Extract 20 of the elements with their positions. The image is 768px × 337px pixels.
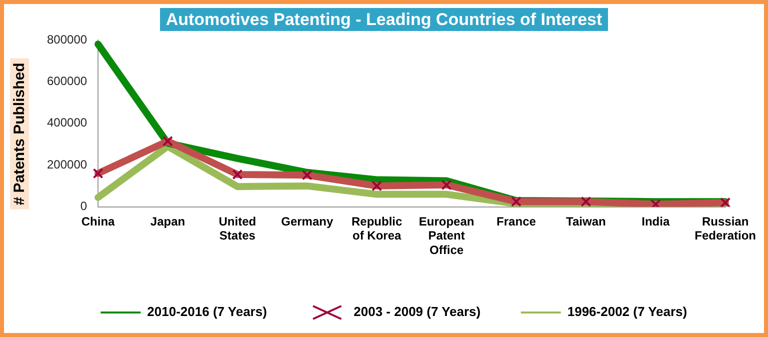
x-tick-label: India — [642, 214, 670, 228]
x-tick-label: Republic of Korea — [352, 214, 402, 243]
legend-label: 1996-2002 (7 Years) — [567, 304, 688, 320]
x-tick-label: France — [496, 214, 536, 228]
y-tick-label: 600000 — [46, 74, 88, 88]
x-tick-label: China — [81, 214, 116, 228]
y-tick-label: 200000 — [46, 157, 88, 172]
y-tick-label: 800000 — [46, 32, 88, 46]
chart-title: Automotives Patenting - Leading Countries of Interest — [160, 8, 608, 31]
x-tick-label: Japan — [150, 214, 186, 228]
legend-label: 2010-2016 (7 Years) — [147, 304, 267, 320]
x-tick-label: Russian Federation — [694, 214, 756, 243]
y-tick-label: 0 — [80, 199, 88, 214]
x-tick-label: Germany — [281, 214, 334, 228]
x-tick-label: Taiwan — [566, 214, 606, 228]
x-tick-label: United States — [218, 214, 256, 243]
legend-label: 2003 - 2009 (7 Years) — [354, 304, 481, 320]
x-tick-label: European Patent Office — [418, 214, 474, 258]
y-axis-title: # Patents Published — [10, 58, 29, 210]
y-tick-label: 400000 — [46, 116, 88, 130]
